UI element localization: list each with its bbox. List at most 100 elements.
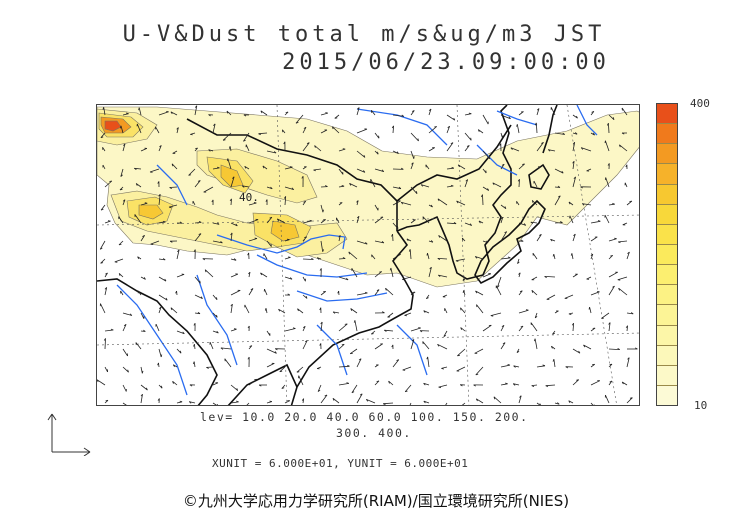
wind-vector-head [226,110,229,114]
wind-vector-head [233,258,237,261]
wind-vector [140,148,148,152]
wind-vector [374,343,383,350]
wind-vector [349,183,358,188]
wind-vector [476,398,484,404]
wind-vector-head [188,401,192,404]
wind-vector [100,132,106,138]
wind-vector-head [426,297,429,300]
wind-vector [284,166,293,170]
wind-vector-head [353,320,356,323]
wind-vector [392,150,399,154]
wind-vector [427,356,430,368]
wind-vector-head [332,311,336,314]
wind-vector-head [235,223,238,227]
wind-vector [224,358,232,368]
wind-vector-head [568,201,571,205]
wind-vector [356,216,360,224]
wind-vector [351,384,358,394]
wind-vector [155,323,160,332]
wind-vector [536,108,540,116]
wind-vector-head [614,237,617,240]
wind-vector-head [518,272,521,275]
wind-vector-head [470,137,472,141]
wind-vector-head [429,266,432,270]
rivers [116,105,598,396]
wind-vector [608,123,610,134]
wind-vector-head [141,370,144,374]
map-timestamp: 2015/06/23.09:00:00 [282,50,610,75]
contour-levels-line2: 300. 400. [336,426,412,440]
wind-vector [260,110,268,116]
wind-vector [194,105,198,116]
wind-vector-head [285,111,289,113]
wind-vector-head [576,379,579,381]
wind-vector [350,308,358,314]
wind-vector [626,312,634,315]
color-scale-step [657,124,677,145]
wind-vector-head [172,364,175,368]
wind-vector-head [158,306,162,309]
wind-vector [518,163,525,170]
wind-vector [464,222,472,226]
wind-vector [320,394,328,404]
wind-vector [513,383,520,386]
wind-vector [170,307,178,314]
wind-vector-head [504,206,507,209]
wind-vector [158,221,166,224]
wind-vector [212,312,218,318]
wind-vector [284,400,290,404]
wind-vector [493,396,502,404]
wind-vector [374,168,384,172]
wind-vector-head [118,273,121,276]
wind-vector-head [459,384,463,387]
wind-vector [572,176,576,188]
wind-vector-head [160,354,163,358]
wind-vector [456,366,466,372]
wind-vector-head [304,236,307,238]
wind-vector-head [165,297,168,301]
wind-vector [356,292,368,296]
wind-vector [140,312,145,319]
wind-vector [135,183,142,188]
wind-vector-head [281,387,285,389]
wind-vector-head [593,404,595,405]
wind-vector [478,129,484,134]
wind-vector-head [316,257,320,260]
coastline-sakhalin [542,105,558,154]
wind-vector-head [513,365,516,368]
wind-vector [518,179,520,188]
wind-vector-head [179,400,183,403]
wind-vector [410,162,414,170]
wind-vector-head [411,162,414,165]
dust-contour-60 [270,220,300,242]
wind-vector-head [110,328,114,331]
wind-vector-head [522,163,525,165]
wind-vector [518,222,526,226]
wind-vector-head [344,323,348,325]
wind-vector-head [420,184,424,187]
wind-vector [464,113,472,116]
wind-vector-head [258,133,261,136]
wind-vector-head [493,396,496,400]
wind-vector-head [200,296,203,299]
wind-vector-head [572,160,575,164]
wind-vector [446,185,454,188]
wind-vector-head [273,151,277,154]
color-scale-step [657,325,677,346]
wind-vector [553,359,556,368]
wind-vector [149,168,160,173]
wind-vector [194,222,202,224]
wind-vector-head [260,272,263,276]
wind-vector-head [146,387,148,391]
wind-vector [356,358,362,368]
wind-vector [158,306,162,314]
wind-vector [437,258,448,260]
wind-vector-head [325,112,328,114]
wind-vector-head [416,191,418,194]
wind-vector [266,150,277,154]
wind-vector [302,326,306,332]
wind-vector-head [520,239,524,242]
color-scale-step [657,224,677,245]
wind-vector-head [625,325,628,329]
wind-vector [490,312,502,316]
